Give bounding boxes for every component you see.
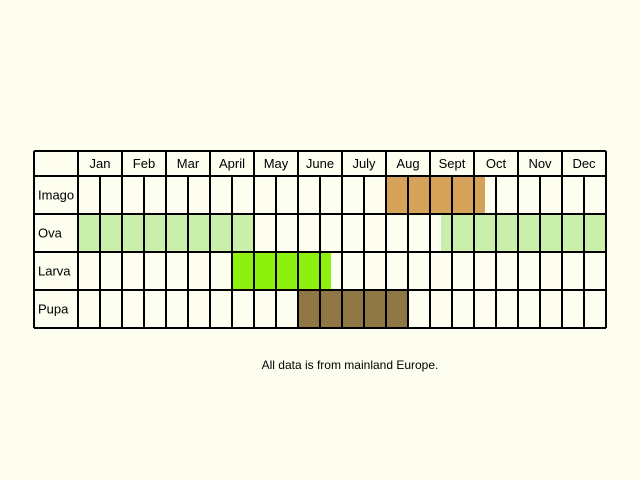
stage-label-larva: Larva	[38, 264, 71, 279]
month-label-mar: Mar	[177, 156, 200, 171]
month-label-may: May	[264, 156, 289, 171]
bar-pupa-0	[298, 290, 408, 328]
month-label-dec: Dec	[572, 156, 596, 171]
month-label-aug: Aug	[396, 156, 419, 171]
bar-imago-0	[386, 176, 485, 214]
stage-label-pupa: Pupa	[38, 302, 69, 317]
month-label-april: April	[219, 156, 245, 171]
bar-larva-0	[232, 252, 331, 290]
month-label-july: July	[352, 156, 376, 171]
footnote: All data is from mainland Europe.	[261, 358, 439, 372]
month-label-feb: Feb	[133, 156, 155, 171]
stage-label-ova: Ova	[38, 226, 63, 241]
bar-ova-1	[441, 214, 606, 252]
month-label-jan: Jan	[90, 156, 111, 171]
stage-label-imago: Imago	[38, 188, 74, 203]
month-label-sept: Sept	[439, 156, 466, 171]
month-label-oct: Oct	[486, 156, 507, 171]
month-label-june: June	[306, 156, 334, 171]
month-label-nov: Nov	[528, 156, 552, 171]
